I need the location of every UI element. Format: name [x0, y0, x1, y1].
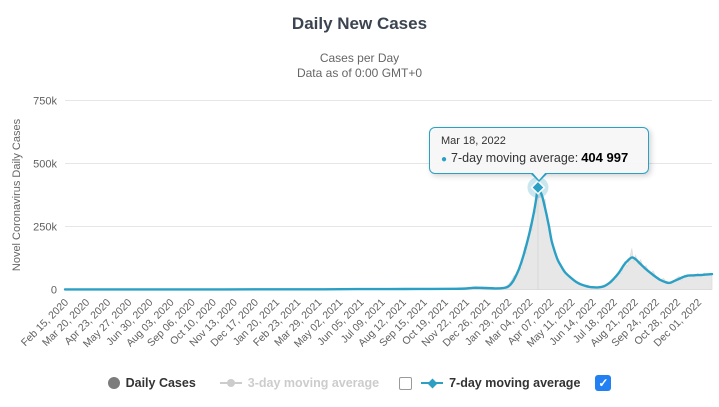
legend-label-3day-avg: 3-day moving average: [247, 376, 380, 390]
svg-text:250k: 250k: [33, 222, 57, 234]
daily-cases-marker-icon: [107, 377, 120, 389]
tooltip: Mar 18, 2022 ● 7-day moving average: 404 9…: [429, 127, 649, 182]
legend-item-7day-avg[interactable]: 7-day moving average: [421, 376, 580, 390]
legend-item-daily-cases[interactable]: Daily Cases: [107, 376, 196, 390]
series-bullet-icon: ●: [441, 154, 448, 165]
svg-text:750k: 750k: [33, 96, 57, 108]
3day-avg-marker-icon: [219, 379, 242, 387]
svg-text:0: 0: [51, 285, 57, 297]
svg-text:500k: 500k: [33, 159, 57, 171]
tooltip-date: Mar 18, 2022: [441, 135, 506, 147]
tooltip-series-row: ● 7-day moving average: 404 997: [441, 150, 637, 165]
7day-avg-marker-icon: [421, 378, 444, 388]
legend-item-3day-avg[interactable]: 3-day moving average: [219, 376, 380, 390]
checkbox-7day-avg-checked[interactable]: ✓: [595, 375, 612, 391]
tooltip-series-label: 7-day moving average:: [451, 151, 579, 165]
tooltip-value: 404 997: [581, 150, 629, 165]
legend-label-daily-cases: Daily Cases: [125, 376, 196, 390]
chart-subtitle-line1: Cases per Day: [319, 51, 400, 65]
chart-title: Daily New Cases: [291, 14, 428, 33]
checkbox-3day-avg[interactable]: [399, 376, 413, 390]
chart-subtitle-line2: Data as of 0:00 GMT+0: [296, 66, 423, 80]
legend-label-7day-avg: 7-day moving average: [449, 376, 581, 390]
legend: Daily Cases 3-day moving average 7-day m…: [0, 375, 719, 391]
